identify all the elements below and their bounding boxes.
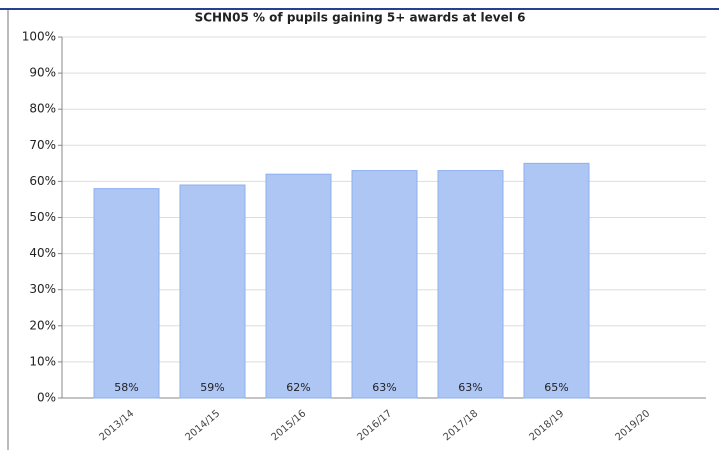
- bar: [265, 173, 332, 399]
- value-label: 65%: [544, 381, 568, 394]
- x-tick-label: 2016/17: [355, 408, 394, 443]
- x-tick-label: 2017/18: [441, 408, 480, 443]
- bar: [351, 170, 418, 399]
- x-tick-label: 2019/20: [613, 408, 652, 443]
- chart-title: SCHN05 % of pupils gaining 5+ awards at …: [195, 11, 526, 25]
- y-tick-label: 10%: [29, 354, 56, 368]
- y-tick-label: 70%: [29, 138, 56, 152]
- bar: [523, 162, 590, 399]
- bar: [179, 184, 246, 399]
- x-tick-label: 2018/19: [527, 408, 566, 443]
- y-tick-label: 50%: [29, 210, 56, 224]
- value-label: 59%: [200, 381, 224, 394]
- y-tick-label: 0%: [37, 391, 56, 405]
- y-tick-label: 100%: [22, 30, 56, 44]
- x-tick-label: 2013/14: [97, 408, 136, 443]
- y-tick-label: 40%: [29, 246, 56, 260]
- y-tick-label: 80%: [29, 102, 56, 116]
- x-tick-label: 2014/15: [183, 408, 222, 443]
- bar: [437, 170, 504, 399]
- bar: [93, 188, 160, 399]
- value-label: 58%: [114, 381, 138, 394]
- value-label: 63%: [372, 381, 396, 394]
- y-tick-label: 30%: [29, 282, 56, 296]
- y-tick-label: 60%: [29, 174, 56, 188]
- y-tick-label: 90%: [29, 66, 56, 80]
- value-label: 62%: [286, 381, 310, 394]
- y-tick-label: 20%: [29, 318, 56, 332]
- value-label: 63%: [458, 381, 482, 394]
- x-tick-label: 2015/16: [269, 408, 308, 443]
